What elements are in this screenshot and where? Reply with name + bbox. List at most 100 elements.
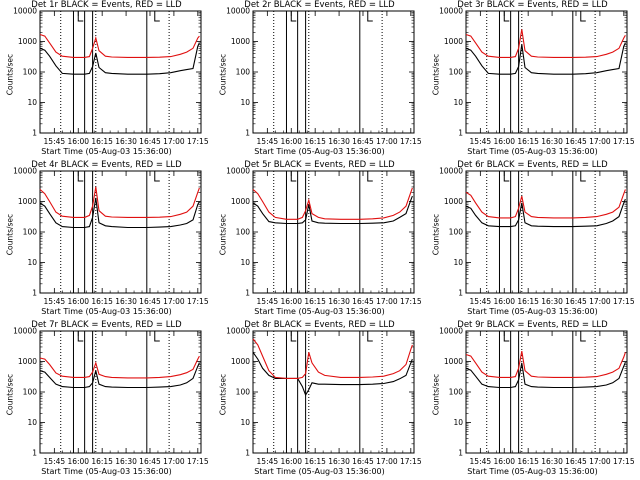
panel-title: Det 6r BLACK = Events, RED = LLD (457, 160, 608, 170)
y-tick-label: 1000 (231, 37, 250, 46)
x-tick-label: 17:15 (400, 137, 422, 146)
x-axis-label: Start Time (05-Aug-03 15:36:00) (254, 467, 385, 476)
x-axis-label: Start Time (05-Aug-03 15:36:00) (467, 467, 598, 476)
panel-plot: 1 10 100 1000 10000 15:45 16:00 16:15 16:30 16:45… (439, 167, 635, 307)
x-tick-label: 16:00 (493, 137, 515, 146)
x-axis-label: Start Time (05-Aug-03 15:36:00) (254, 147, 385, 156)
attenuator-step-marker (154, 11, 160, 22)
y-tick-label: 100 (449, 228, 464, 237)
y-tick-label: 1 (32, 449, 37, 458)
x-tick-label: 17:15 (187, 137, 209, 146)
attenuator-step-marker (580, 331, 586, 342)
y-tick-label: 1000 (231, 357, 250, 366)
x-tick-label: 17:15 (187, 297, 209, 306)
y-tick-label: 10000 (226, 167, 250, 176)
x-tick-label: 16:30 (328, 297, 350, 306)
lld-series-line (39, 186, 200, 218)
y-tick-label: 1000 (444, 357, 463, 366)
y-tick-label: 1 (245, 449, 250, 458)
y-tick-label: 10000 (439, 7, 463, 16)
attenuator-step-marker (77, 171, 84, 182)
attenuator-step-marker (154, 331, 160, 342)
x-tick-label: 17:00 (589, 457, 611, 466)
lld-series-line (39, 355, 200, 379)
x-tick-label: 16:45 (352, 457, 374, 466)
events-series-line (39, 362, 200, 389)
y-axis-label: Counts/sec (431, 53, 441, 96)
x-tick-label: 16:45 (139, 457, 161, 466)
y-tick-label: 100 (236, 388, 251, 397)
x-tick-label: 15:45 (44, 457, 66, 466)
attenuator-step-marker (154, 171, 160, 182)
y-axis-label: Counts/sec (218, 213, 228, 256)
panel-title: Det 9r BLACK = Events, RED = LLD (457, 320, 608, 330)
x-tick-label: 17:00 (589, 297, 611, 306)
y-tick-label: 100 (236, 228, 251, 237)
y-tick-label: 1000 (444, 37, 463, 46)
panel-title: Det 4r BLACK = Events, RED = LLD (31, 160, 182, 170)
detector-panel: Det 8r BLACK = Events, RED = LLD 1 10 100 10… (213, 320, 426, 480)
attenuator-step-marker (77, 11, 84, 22)
x-tick-label: 16:45 (565, 457, 587, 466)
events-series-line (39, 197, 200, 229)
x-tick-label: 16:15 (91, 457, 113, 466)
y-tick-label: 10 (453, 98, 463, 107)
y-tick-label: 10000 (226, 7, 250, 16)
panel-title: Det 5r BLACK = Events, RED = LLD (244, 160, 395, 170)
x-tick-label: 17:00 (163, 457, 185, 466)
x-tick-label: 17:00 (376, 457, 398, 466)
y-tick-label: 1 (458, 449, 463, 458)
x-tick-label: 15:45 (257, 457, 279, 466)
x-tick-label: 16:15 (304, 137, 326, 146)
events-series-line (465, 42, 626, 75)
x-tick-label: 15:45 (44, 137, 66, 146)
x-tick-label: 16:00 (67, 137, 89, 146)
x-tick-label: 16:45 (565, 297, 587, 306)
x-tick-label: 16:15 (517, 137, 539, 146)
y-tick-label: 1 (458, 289, 463, 298)
x-tick-label: 15:45 (470, 297, 492, 306)
events-series-line (465, 361, 626, 389)
lld-series-line (465, 29, 626, 58)
attenuator-step-marker (367, 171, 373, 182)
y-axis-label: Counts/sec (5, 53, 15, 96)
y-tick-label: 10 (240, 418, 250, 427)
y-tick-label: 100 (23, 388, 38, 397)
y-tick-label: 100 (449, 388, 464, 397)
y-tick-label: 10 (27, 98, 37, 107)
y-tick-label: 10 (27, 258, 37, 267)
attenuator-step-marker (77, 331, 84, 342)
panel-plot: 1 10 100 1000 10000 15:45 16:00 16:15 16:30 16:45… (226, 167, 422, 307)
y-axis-label: Counts/sec (5, 373, 15, 416)
x-tick-label: 16:00 (280, 297, 302, 306)
x-tick-label: 17:15 (400, 297, 422, 306)
x-tick-label: 15:45 (470, 457, 492, 466)
y-tick-label: 10000 (439, 327, 463, 336)
y-tick-label: 1000 (18, 37, 37, 46)
plot-frame (465, 330, 628, 454)
plot-frame (465, 10, 628, 134)
detector-panel: Det 4r BLACK = Events, RED = LLD 1 10 100 10… (0, 160, 213, 320)
x-tick-label: 15:45 (470, 137, 492, 146)
y-tick-label: 1000 (18, 197, 37, 206)
x-tick-label: 17:15 (187, 457, 209, 466)
y-tick-label: 1 (32, 129, 37, 138)
plot-frame (465, 170, 628, 294)
x-tick-label: 16:00 (280, 137, 302, 146)
attenuator-step-marker (367, 331, 373, 342)
x-tick-label: 15:45 (257, 137, 279, 146)
x-axis-label: Start Time (05-Aug-03 15:36:00) (467, 307, 598, 316)
lld-series-line (465, 350, 626, 378)
attenuator-step-marker (580, 171, 586, 182)
lld-series-line (252, 338, 413, 379)
y-tick-label: 10000 (13, 7, 37, 16)
x-tick-label: 17:00 (376, 137, 398, 146)
y-tick-label: 10 (240, 258, 250, 267)
y-tick-label: 100 (23, 228, 38, 237)
x-tick-label: 17:00 (163, 297, 185, 306)
x-tick-label: 16:15 (91, 137, 113, 146)
panel-title: Det 1r BLACK = Events, RED = LLD (31, 0, 182, 10)
y-axis-label: Counts/sec (431, 213, 441, 256)
panel-title: Det 2r BLACK = Events, RED = LLD (244, 0, 395, 10)
y-tick-label: 100 (236, 68, 251, 77)
